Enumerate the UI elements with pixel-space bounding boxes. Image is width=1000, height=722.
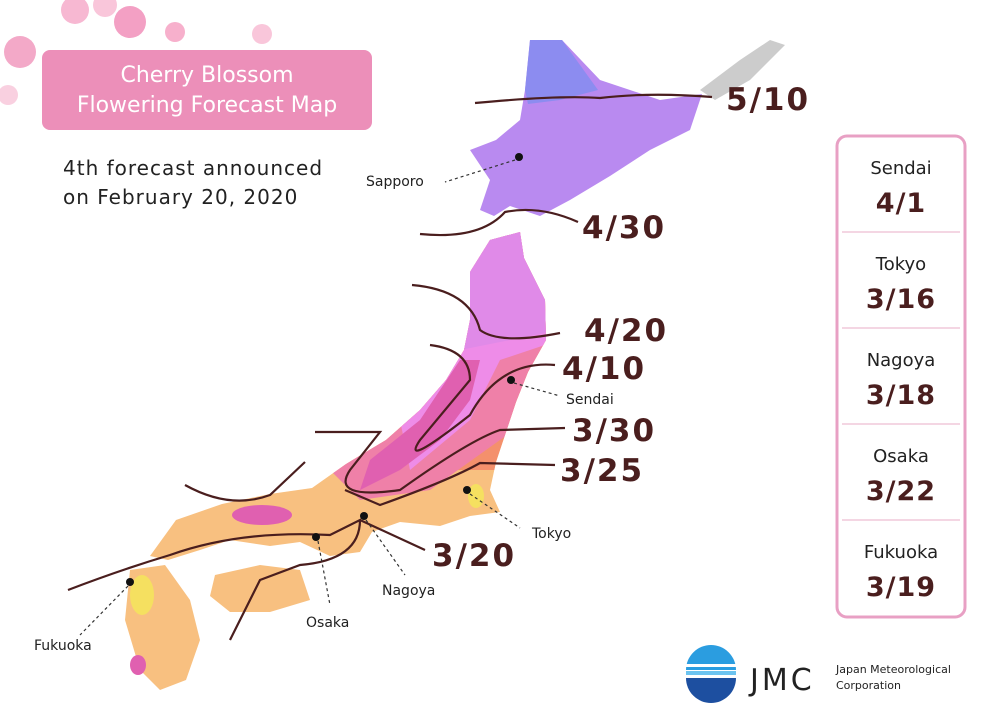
isoline bbox=[419, 208, 579, 237]
shape bbox=[365, 519, 406, 576]
subtitle: 4th forecast announced bbox=[63, 156, 323, 180]
table-date: 4/1 bbox=[876, 188, 926, 219]
table-date: 3/19 bbox=[866, 572, 936, 603]
kuril-islands bbox=[700, 40, 785, 100]
shape bbox=[507, 376, 515, 384]
tokyo-zone bbox=[468, 484, 484, 508]
hokkaido-north bbox=[525, 40, 598, 104]
shape bbox=[444, 159, 516, 183]
shape bbox=[360, 512, 368, 520]
city-label: Fukuoka bbox=[34, 638, 92, 654]
city-label: Tokyo bbox=[531, 526, 571, 542]
shape bbox=[469, 493, 521, 529]
isoline-label: 4/10 bbox=[562, 351, 646, 387]
shape bbox=[686, 645, 736, 670]
title: Cherry Blossom bbox=[120, 63, 293, 88]
isoline-label: 3/20 bbox=[432, 538, 516, 574]
city-label: Sendai bbox=[566, 392, 614, 408]
logo-mark bbox=[686, 645, 736, 703]
isoline-label: 3/25 bbox=[560, 453, 644, 489]
subtitle: on February 20, 2020 bbox=[63, 185, 298, 209]
logo-abbr: JMC bbox=[748, 663, 815, 698]
city-label: Sapporo bbox=[366, 174, 424, 190]
city-label: Osaka bbox=[306, 615, 349, 631]
shikoku bbox=[210, 565, 310, 612]
isoline-label: 3/30 bbox=[572, 413, 656, 449]
table-city: Osaka bbox=[873, 446, 929, 467]
table-date: 3/16 bbox=[866, 284, 936, 315]
shape bbox=[126, 578, 134, 586]
table-city: Sendai bbox=[870, 158, 931, 179]
shape bbox=[79, 585, 129, 636]
shape bbox=[317, 540, 331, 606]
forecast-table bbox=[835, 134, 967, 619]
isoline bbox=[315, 426, 566, 494]
shape bbox=[61, 0, 89, 24]
blossom-decoration bbox=[0, 0, 272, 105]
isoline bbox=[474, 93, 713, 105]
shape bbox=[93, 0, 117, 17]
forecast-rows: Sendai 4/1 Tokyo 3/16 Nagoya 3/18 Osaka 3/22 Fuk… bbox=[842, 158, 960, 603]
isoline-label: 4/20 bbox=[584, 313, 668, 349]
title-box bbox=[42, 50, 372, 130]
logo-name: Corporation bbox=[836, 679, 901, 692]
shape bbox=[515, 153, 523, 161]
isoline bbox=[67, 518, 426, 641]
shape bbox=[686, 678, 736, 703]
shape bbox=[114, 6, 146, 38]
shape bbox=[463, 486, 471, 494]
hokkaido bbox=[470, 40, 702, 216]
city-markers bbox=[79, 153, 561, 636]
title: Flowering Forecast Map bbox=[77, 93, 337, 118]
isoline bbox=[411, 283, 561, 340]
table-city: Tokyo bbox=[875, 254, 926, 275]
shape bbox=[360, 360, 480, 490]
table-city: Nagoya bbox=[867, 350, 936, 371]
city-label: Nagoya bbox=[382, 583, 435, 599]
shape bbox=[4, 36, 36, 68]
shape bbox=[440, 232, 546, 350]
honshu bbox=[150, 232, 546, 560]
isoline-label: 5/10 bbox=[726, 82, 810, 118]
shape bbox=[686, 664, 736, 667]
table-city: Fukuoka bbox=[864, 542, 938, 563]
table-date: 3/18 bbox=[866, 380, 936, 411]
table-date: 3/22 bbox=[866, 476, 936, 507]
shape bbox=[232, 505, 292, 525]
shape bbox=[0, 85, 18, 105]
shape bbox=[312, 533, 320, 541]
isoline-label: 4/30 bbox=[582, 210, 666, 246]
shape bbox=[165, 22, 185, 42]
shape bbox=[686, 671, 736, 675]
isoline bbox=[184, 461, 556, 507]
logo-name: Japan Meteorological bbox=[835, 663, 951, 676]
fukuoka-zone bbox=[130, 575, 154, 615]
isoline bbox=[414, 343, 556, 452]
shape bbox=[513, 382, 561, 397]
kagoshima-zone bbox=[130, 655, 146, 675]
shape bbox=[252, 24, 272, 44]
